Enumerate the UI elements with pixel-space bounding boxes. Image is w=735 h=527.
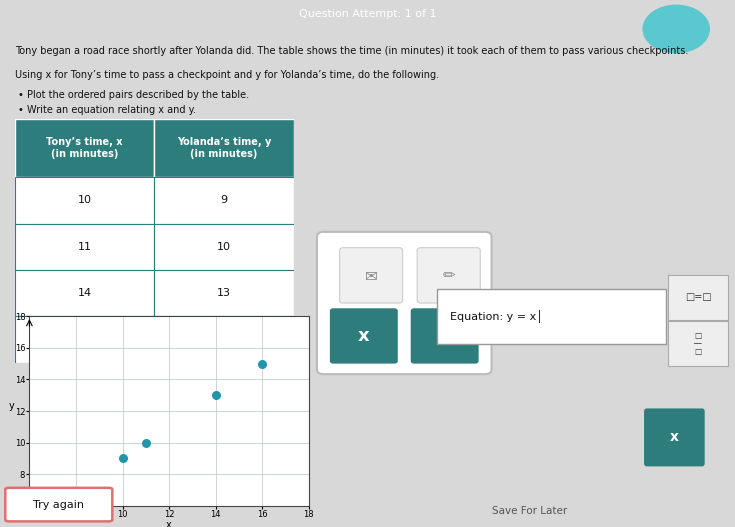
Bar [15,316,154,363]
FancyBboxPatch shape [644,408,705,466]
Bar [154,316,294,363]
Text: □
―
□: □ ― □ [694,331,702,356]
Text: ✏: ✏ [442,268,455,283]
Text: Yolanda’s time, y
(in minutes): Yolanda’s time, y (in minutes) [177,136,271,159]
Text: • Plot the ordered pairs described by the table.: • Plot the ordered pairs described by th… [18,90,249,100]
Text: Save For Later: Save For Later [492,506,567,516]
Text: Question Attempt: 1 of 1: Question Attempt: 1 of 1 [298,9,437,19]
Text: x: x [358,327,370,345]
Text: 15: 15 [217,335,232,345]
Text: □=□: □=□ [684,292,711,302]
Bar [154,270,294,316]
Text: Using x for Tony’s time to pass a checkpoint and y for Yolanda’s time, do the fo: Using x for Tony’s time to pass a checkp… [15,70,439,80]
Bar [15,270,154,316]
Text: ✉: ✉ [365,268,378,283]
Text: 13: 13 [217,288,232,298]
FancyBboxPatch shape [417,248,480,303]
Bar [15,177,154,223]
Point [140,438,151,447]
Point [117,454,129,463]
FancyBboxPatch shape [437,289,666,344]
FancyBboxPatch shape [317,232,492,374]
Text: • Write an equation relating x and y.: • Write an equation relating x and y. [18,105,196,115]
Text: Equation: y = x│: Equation: y = x│ [450,310,543,323]
Text: 10: 10 [217,242,232,252]
FancyBboxPatch shape [5,488,112,521]
Text: 10: 10 [77,196,92,206]
Circle shape [643,5,709,53]
Bar [154,223,294,270]
Bar [154,177,294,223]
Text: Try again: Try again [33,500,85,510]
FancyBboxPatch shape [330,308,398,364]
Text: ↺: ↺ [437,327,452,345]
Text: 9: 9 [220,196,228,206]
Text: 16: 16 [77,335,92,345]
X-axis label: x: x [166,521,172,527]
Text: 14: 14 [77,288,92,298]
Bar [15,223,154,270]
Bar [15,119,154,177]
FancyBboxPatch shape [411,308,478,364]
Y-axis label: y: y [9,401,15,411]
Text: 11: 11 [77,242,92,252]
Point [257,359,268,368]
Text: Tony began a road race shortly after Yolanda did. The table shows the time (in m: Tony began a road race shortly after Yol… [15,46,688,56]
FancyBboxPatch shape [340,248,403,303]
FancyBboxPatch shape [667,275,728,320]
Text: Tony’s time, x
(in minutes): Tony’s time, x (in minutes) [46,136,123,159]
Point [209,391,221,399]
FancyBboxPatch shape [667,321,728,366]
Text: x: x [670,431,679,444]
Bar [154,119,294,177]
